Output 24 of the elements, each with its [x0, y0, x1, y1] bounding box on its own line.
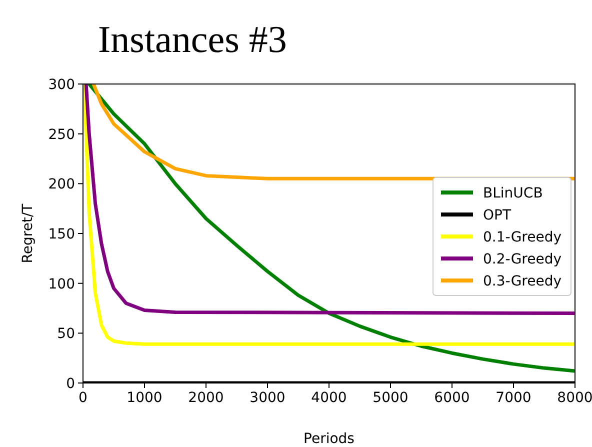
legend-label: 0.1-Greedy	[483, 230, 562, 246]
y-tick-label: 50	[57, 326, 75, 342]
x-tick-label: 0	[78, 390, 88, 406]
y-tick-label: 0	[66, 376, 75, 392]
y-tick-label: 250	[48, 126, 75, 143]
y-tick-label: 200	[48, 176, 75, 193]
x-tick-label: 4000	[311, 390, 347, 406]
x-tick-label: 2000	[188, 390, 224, 406]
legend-label: 0.3-Greedy	[483, 274, 562, 290]
x-tick-label: 3000	[250, 390, 286, 406]
x-axis-title: Periods	[304, 431, 354, 447]
x-tick-label: 5000	[372, 390, 408, 406]
x-tick-label: 6000	[434, 390, 470, 406]
y-tick-label: 150	[48, 226, 75, 242]
y-tick-label: 300	[48, 77, 75, 93]
legend-label: 0.2-Greedy	[483, 252, 562, 268]
y-axis-title: Regret/T	[20, 203, 36, 264]
x-tick-label: 1000	[126, 390, 162, 406]
y-tick-label: 100	[48, 276, 75, 292]
legend-label: BLinUCB	[483, 186, 543, 202]
x-tick-label: 7000	[496, 390, 532, 406]
chart-title: Instances #3	[98, 19, 287, 61]
legend-label: OPT	[483, 208, 512, 224]
x-tick-label: 8000	[557, 390, 592, 406]
